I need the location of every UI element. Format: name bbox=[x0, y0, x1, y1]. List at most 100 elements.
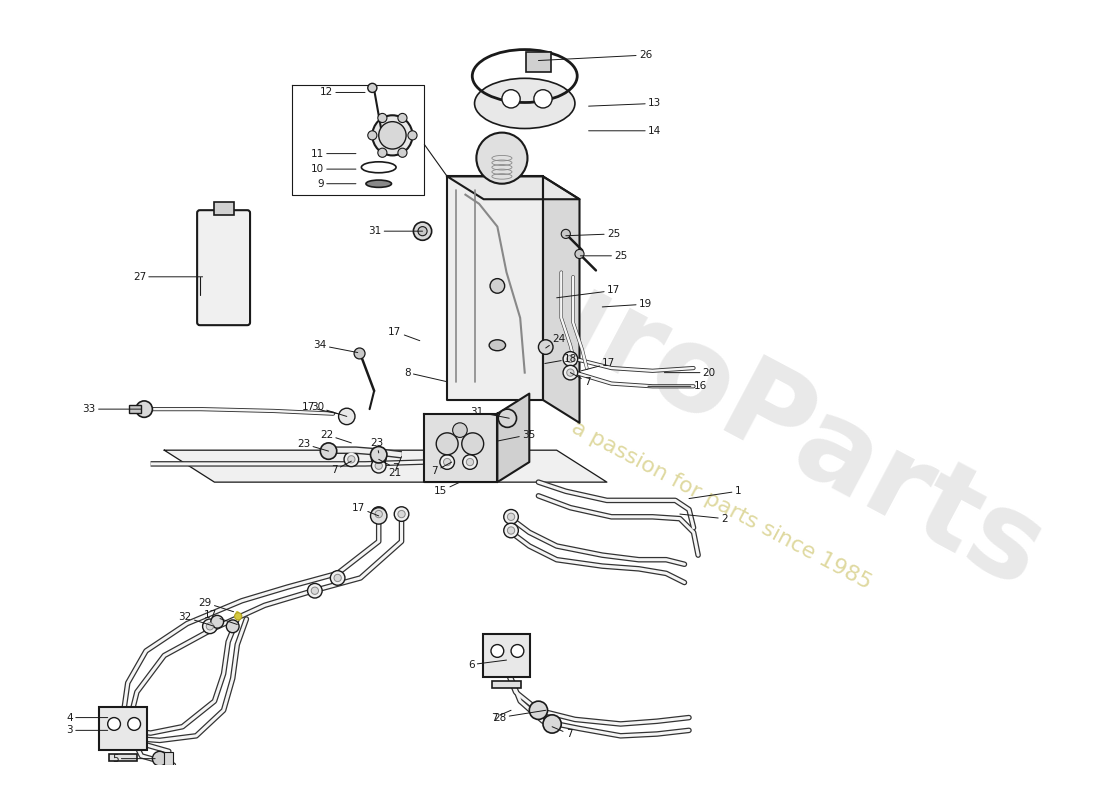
Text: 2: 2 bbox=[680, 514, 727, 524]
Circle shape bbox=[418, 226, 427, 236]
Text: 7: 7 bbox=[552, 726, 572, 739]
Text: 1: 1 bbox=[689, 486, 741, 498]
Text: 26: 26 bbox=[538, 50, 652, 61]
Circle shape bbox=[408, 130, 417, 140]
Text: 33: 33 bbox=[82, 404, 142, 414]
Circle shape bbox=[563, 366, 578, 380]
Circle shape bbox=[566, 355, 574, 362]
Circle shape bbox=[375, 510, 383, 518]
Text: 10: 10 bbox=[311, 164, 356, 174]
Text: 31: 31 bbox=[471, 407, 509, 418]
Circle shape bbox=[443, 458, 451, 466]
Text: 3: 3 bbox=[66, 726, 108, 735]
Circle shape bbox=[377, 148, 387, 158]
Text: 28: 28 bbox=[493, 710, 546, 722]
Circle shape bbox=[320, 443, 337, 459]
FancyBboxPatch shape bbox=[197, 210, 250, 325]
Circle shape bbox=[330, 570, 345, 586]
Bar bbox=[526, 52, 551, 72]
Ellipse shape bbox=[366, 180, 392, 187]
Text: 23: 23 bbox=[370, 438, 383, 453]
Polygon shape bbox=[497, 394, 529, 482]
Text: 19: 19 bbox=[603, 299, 652, 309]
Bar bbox=[492, 681, 520, 688]
Circle shape bbox=[437, 433, 458, 454]
Circle shape bbox=[498, 409, 517, 427]
Text: 30: 30 bbox=[311, 402, 346, 417]
Text: 27: 27 bbox=[133, 272, 202, 282]
Bar bbox=[164, 752, 174, 765]
Circle shape bbox=[561, 230, 571, 238]
Circle shape bbox=[339, 408, 355, 425]
Text: 17: 17 bbox=[204, 610, 238, 625]
Circle shape bbox=[529, 701, 548, 719]
Bar bbox=[129, 406, 142, 413]
Text: 6: 6 bbox=[468, 660, 506, 670]
Circle shape bbox=[534, 90, 552, 108]
Bar bbox=[483, 634, 530, 678]
Text: 7: 7 bbox=[331, 461, 351, 475]
Text: 25: 25 bbox=[565, 229, 620, 239]
Text: 25: 25 bbox=[581, 251, 627, 261]
Circle shape bbox=[334, 574, 341, 582]
Circle shape bbox=[491, 645, 504, 658]
Text: 20: 20 bbox=[664, 368, 716, 378]
Circle shape bbox=[398, 148, 407, 158]
Circle shape bbox=[476, 133, 528, 184]
Circle shape bbox=[575, 250, 584, 258]
Text: 21: 21 bbox=[388, 457, 401, 478]
Text: 7: 7 bbox=[378, 459, 399, 474]
Bar bbox=[109, 754, 138, 762]
Circle shape bbox=[108, 718, 121, 730]
Circle shape bbox=[377, 114, 387, 122]
Circle shape bbox=[394, 506, 409, 522]
Text: 9: 9 bbox=[317, 178, 356, 189]
Text: 17: 17 bbox=[557, 286, 620, 298]
Circle shape bbox=[234, 613, 242, 620]
Circle shape bbox=[452, 423, 468, 438]
Polygon shape bbox=[425, 414, 497, 482]
Text: 18: 18 bbox=[544, 354, 578, 364]
Circle shape bbox=[371, 508, 387, 524]
Text: 11: 11 bbox=[310, 149, 356, 158]
Polygon shape bbox=[543, 177, 580, 423]
Text: 16: 16 bbox=[648, 382, 707, 391]
Polygon shape bbox=[448, 177, 580, 199]
Circle shape bbox=[311, 587, 319, 594]
Circle shape bbox=[202, 619, 217, 634]
Text: 13: 13 bbox=[588, 98, 661, 109]
Bar bbox=[99, 706, 147, 750]
Circle shape bbox=[502, 90, 520, 108]
Circle shape bbox=[538, 340, 553, 354]
Circle shape bbox=[371, 446, 387, 463]
Circle shape bbox=[543, 715, 561, 733]
Circle shape bbox=[504, 510, 518, 524]
Circle shape bbox=[372, 451, 386, 466]
Circle shape bbox=[507, 527, 515, 534]
Circle shape bbox=[463, 454, 477, 470]
Circle shape bbox=[378, 122, 406, 149]
Text: 7: 7 bbox=[491, 710, 512, 722]
Text: 7: 7 bbox=[571, 373, 591, 386]
Text: 23: 23 bbox=[297, 439, 329, 451]
Text: 4: 4 bbox=[66, 713, 108, 722]
Text: 14: 14 bbox=[588, 126, 661, 136]
Circle shape bbox=[462, 433, 484, 454]
Circle shape bbox=[227, 620, 239, 633]
Text: 17: 17 bbox=[352, 502, 378, 516]
Circle shape bbox=[153, 751, 167, 766]
Circle shape bbox=[375, 454, 383, 462]
Circle shape bbox=[344, 452, 359, 466]
Circle shape bbox=[308, 583, 322, 598]
Circle shape bbox=[512, 645, 524, 658]
Circle shape bbox=[354, 348, 365, 359]
Circle shape bbox=[372, 458, 386, 473]
Text: 17: 17 bbox=[301, 402, 338, 414]
Ellipse shape bbox=[490, 340, 506, 350]
Text: 17: 17 bbox=[388, 326, 420, 341]
Text: 12: 12 bbox=[320, 87, 365, 98]
Circle shape bbox=[372, 506, 386, 522]
Circle shape bbox=[348, 456, 355, 463]
Circle shape bbox=[136, 401, 153, 418]
Circle shape bbox=[566, 369, 574, 376]
